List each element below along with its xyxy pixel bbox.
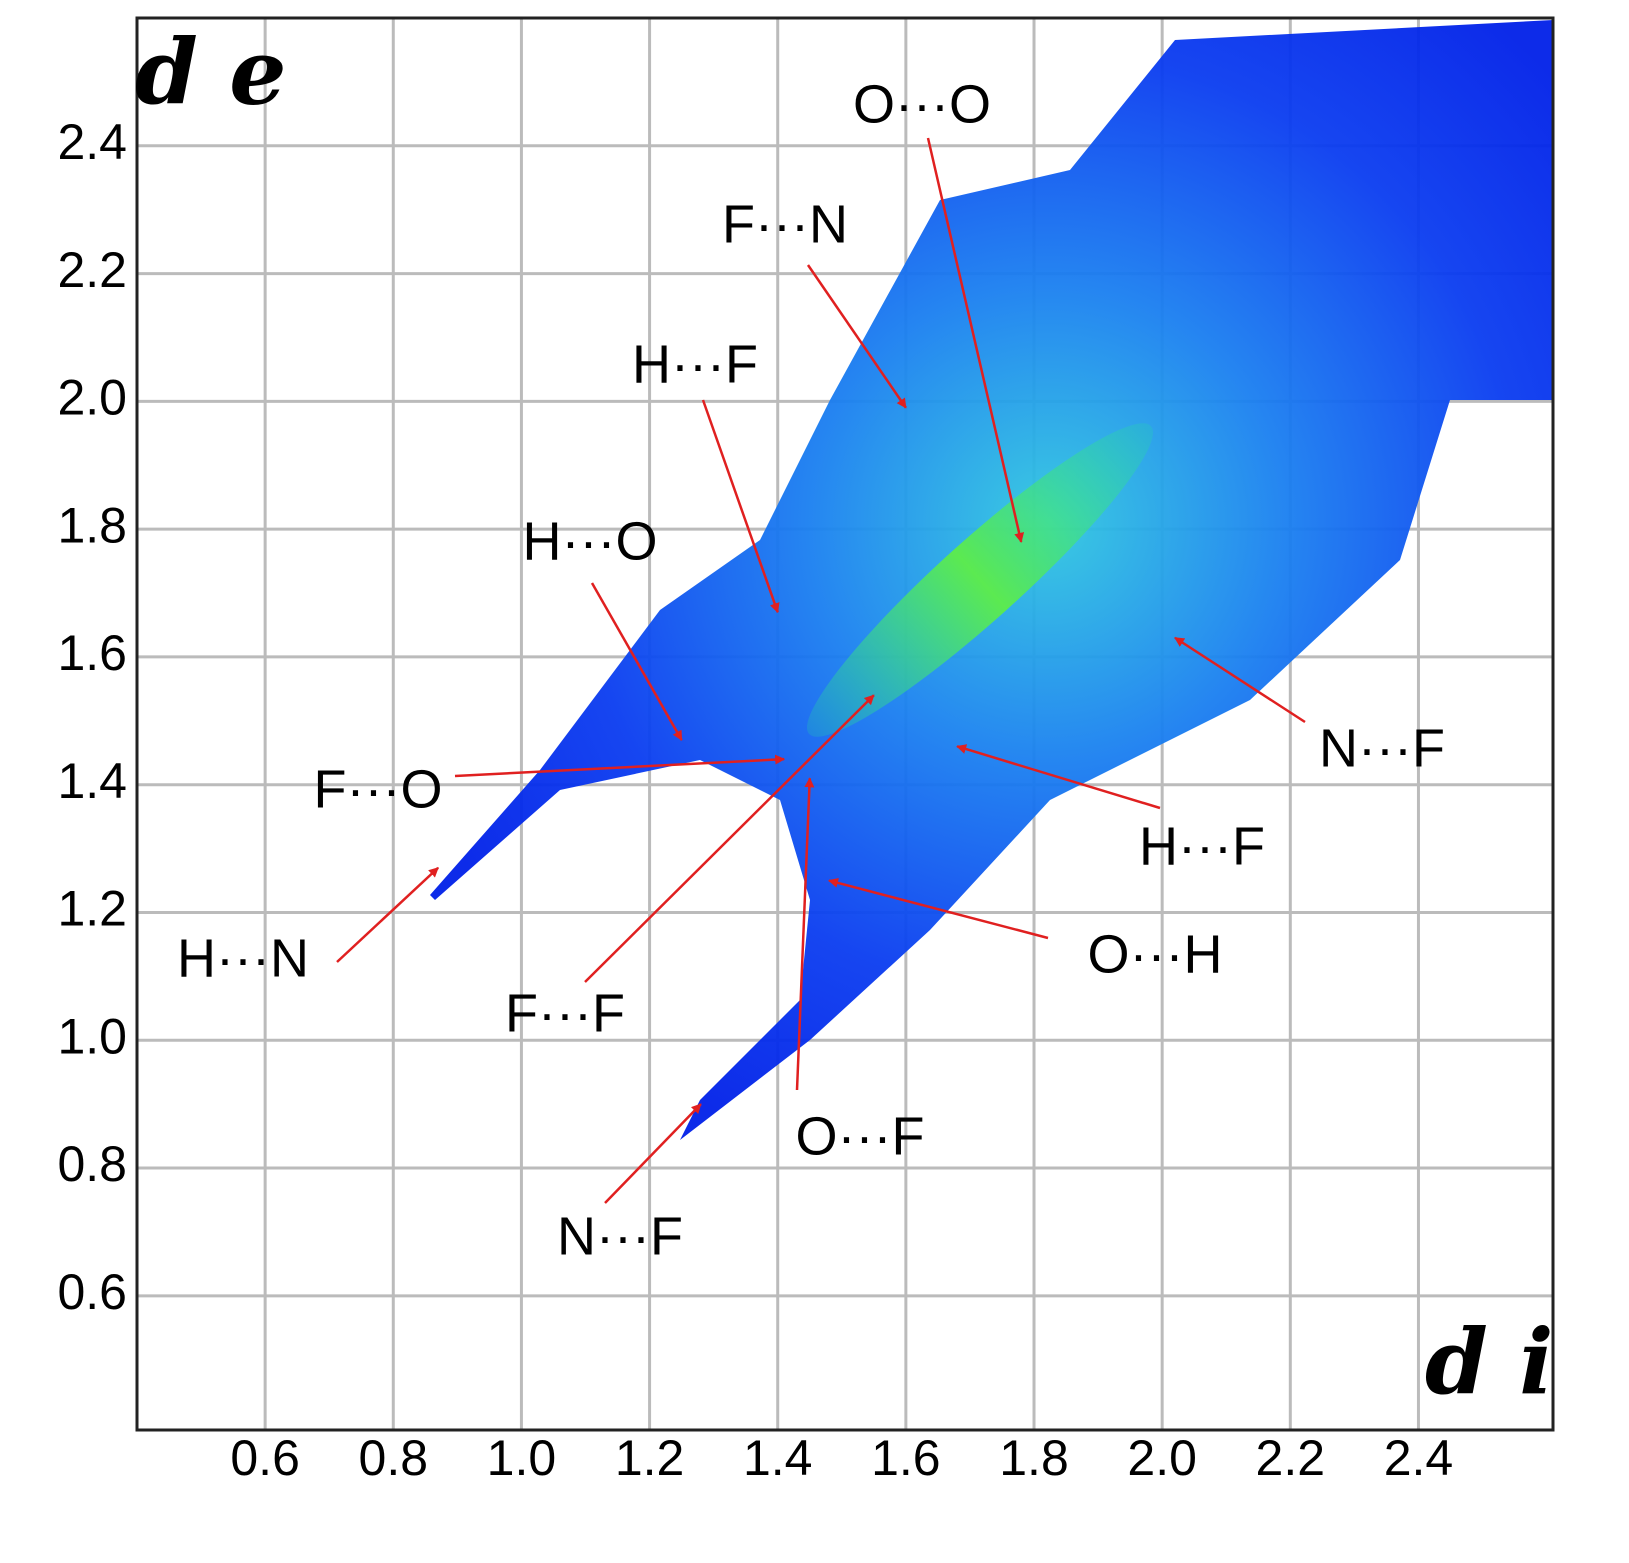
x-tick-label: 2.2: [1256, 1430, 1326, 1486]
annotation-label: F···O: [314, 759, 443, 819]
annotation-arrow: [956, 744, 1161, 810]
y-tick-label: 1.0: [57, 1008, 127, 1064]
x-tick-label: 2.0: [1127, 1430, 1197, 1486]
annotation-label: N···F: [1319, 718, 1445, 778]
annotation-label: F···N: [722, 194, 848, 254]
x-tick-label: 2.4: [1384, 1430, 1454, 1486]
annotation-arrow: [584, 694, 875, 983]
annotation-arrow: [590, 582, 683, 741]
annotation-label: O···O: [853, 74, 991, 134]
annotation-label: O···F: [796, 1106, 925, 1166]
x-tick-label: 1.8: [999, 1430, 1069, 1486]
y-tick-label: 2.4: [57, 114, 127, 170]
x-tick-label: 1.0: [487, 1430, 557, 1486]
y-tick-label: 0.8: [57, 1136, 127, 1192]
x-tick-label: 1.2: [615, 1430, 685, 1486]
plot-frame: [135, 16, 1555, 1432]
y-tick-label: 0.6: [57, 1264, 127, 1320]
y-tick-label: 2.2: [57, 242, 127, 298]
y-axis-label: d e: [135, 20, 287, 126]
annotation-label: H···F: [632, 334, 758, 394]
annotation-arrow: [828, 877, 1049, 940]
annotation-arrow: [806, 264, 907, 409]
annotation-label: H···N: [177, 928, 309, 988]
x-tick-label: 1.6: [871, 1430, 941, 1486]
x-tick-label: 0.6: [230, 1430, 300, 1486]
x-tick-label: 1.4: [743, 1430, 813, 1486]
y-tick-label: 1.6: [57, 625, 127, 681]
annotation-arrow: [454, 754, 786, 778]
annotation-arrow: [1174, 636, 1306, 724]
annotation-label: F···F: [505, 983, 625, 1043]
y-tick-label: 2.0: [57, 370, 127, 426]
annotation-arrow: [604, 1103, 702, 1204]
density-ridge: [806, 423, 1154, 737]
y-tick-label: 1.2: [57, 881, 127, 937]
x-axis-label: d i: [1425, 1310, 1553, 1416]
annotation-arrow: [336, 866, 439, 963]
y-tick-label: 1.4: [57, 753, 127, 809]
annotation-label: O···H: [1088, 924, 1223, 984]
annotation-label: H···O: [523, 511, 658, 571]
annotation-label: H···F: [1139, 816, 1265, 876]
annotation-label: N···F: [557, 1206, 683, 1266]
annotation-arrow: [926, 137, 1025, 543]
y-tick-label: 1.8: [57, 497, 127, 553]
annotation-arrow: [701, 399, 780, 614]
x-tick-label: 0.8: [359, 1430, 429, 1486]
annotation-arrow: [795, 777, 815, 1091]
